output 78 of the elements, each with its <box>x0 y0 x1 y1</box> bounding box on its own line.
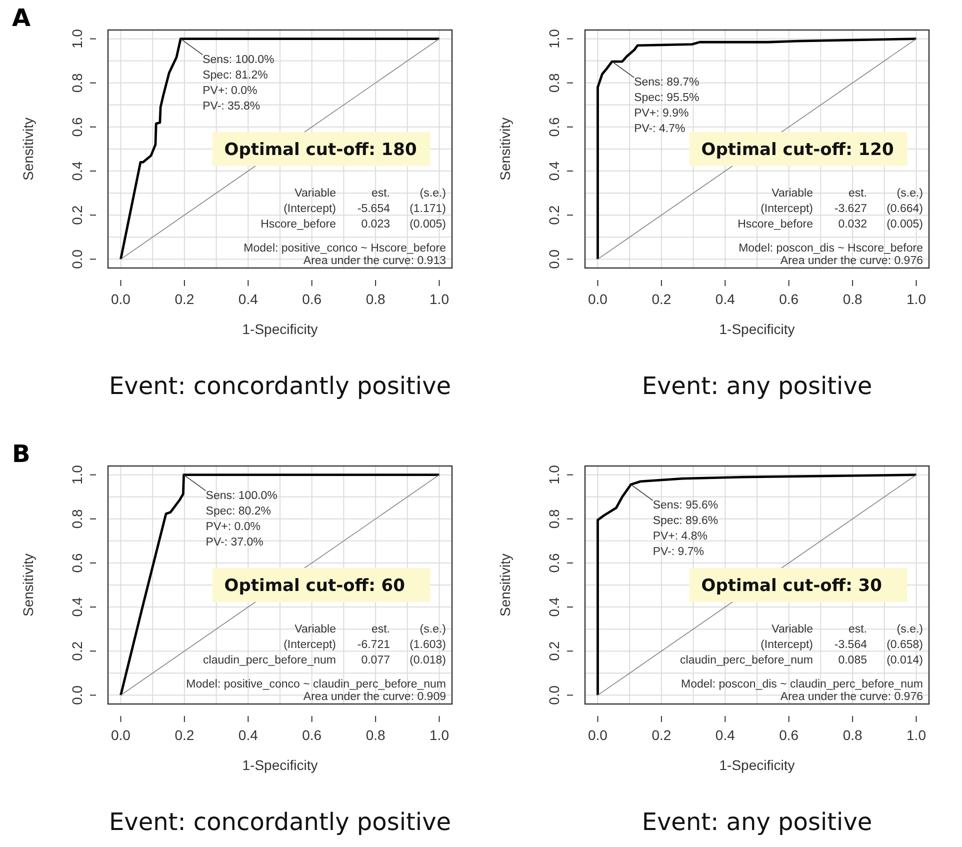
y-tick-label: 0.6 <box>69 117 85 137</box>
annotation: Optimal cut-off: 180 <box>224 140 417 160</box>
x-tick-label: 0.8 <box>366 291 386 307</box>
y-tick-label: 0.2 <box>69 205 85 225</box>
y-tick-label: 0.0 <box>546 685 562 705</box>
y-tick-label: 1.0 <box>69 28 85 49</box>
text: Event: concordantly positive <box>108 808 452 836</box>
annotation: Optimal cut-off: 120 <box>701 140 894 160</box>
x-tick-label: 0.4 <box>715 727 736 743</box>
x-axis-title: 1-Specificity <box>719 321 795 337</box>
chart-title: B <box>12 440 30 468</box>
x-tick-label: 0.6 <box>779 727 799 743</box>
x-tick-label: 0.2 <box>174 727 194 743</box>
x-tick-label: 0.2 <box>652 291 672 307</box>
y-axis-title: Sensitivity <box>20 117 36 181</box>
annotation: Model: poscon_dis ~ Hscore_before Area under the curve: 0.976 <box>738 242 923 267</box>
x-tick-label: 1.0 <box>430 727 450 743</box>
y-tick-label: 1.0 <box>69 464 85 485</box>
x-tick-label: 0.0 <box>111 727 131 743</box>
y-tick-label: 0.6 <box>546 117 562 137</box>
y-axis-title: Sensitivity <box>496 553 513 617</box>
text: Variable est. (s.e.) (Intercept) -3.627 (0.664) Hscore_before 0.032 (0.005) <box>738 188 923 231</box>
annotation: Sens: 89.7% Spec: 95.5% PV+: 9.9% PV-: 4.7% <box>634 76 700 136</box>
annotation: Model: positive_conco ~ Hscore_before Area under the curve: 0.913 <box>244 242 446 267</box>
annotation: Optimal cut-off: 30 <box>701 576 882 596</box>
y-tick-label: 0.4 <box>546 161 562 181</box>
text: Variable est. (s.e.) (Intercept) -5.654 (1.171) Hscore_before 0.023 (0.005) <box>260 188 446 231</box>
annotation: Optimal cut-off: 60 <box>224 576 406 596</box>
x-tick-label: 1.0 <box>906 727 926 743</box>
x-tick-label: 0.8 <box>842 291 862 307</box>
annotation: Sens: 100.0% Spec: 80.2% PV+: 0.0% PV-: 37.0% <box>206 490 278 548</box>
y-axis-title: Sensitivity <box>20 553 36 617</box>
y-tick-label: 1.0 <box>546 28 562 49</box>
y-tick-label: 0.6 <box>546 553 562 573</box>
x-tick-label: 1.0 <box>430 291 450 307</box>
text: Variable est. (s.e.) (Intercept) -3.564 (0.658) claudin_perc_before_num 0.085 (0.014) <box>680 624 923 667</box>
y-tick-label: 1.0 <box>546 464 562 485</box>
y-tick-label: 0.4 <box>69 597 85 617</box>
chart-title: A <box>12 4 31 32</box>
y-tick-label: 0.8 <box>69 508 85 529</box>
annotation: Sens: 100.0% Spec: 81.2% PV+: 0.0% PV-: 35.8% <box>202 54 274 112</box>
text: Event: concordantly positive <box>108 372 452 400</box>
text: Event: any positive <box>640 808 874 836</box>
text: Event: any positive <box>640 372 874 400</box>
x-tick-label: 0.6 <box>302 727 322 743</box>
text: Variable est. (s.e.) (Intercept) -6.721 (1.603) claudin_perc_before_num 0.077 (0.018) <box>203 624 446 667</box>
y-axis-title: Sensitivity <box>496 117 513 181</box>
y-tick-label: 0.8 <box>546 72 562 93</box>
y-tick-label: 0.0 <box>69 685 85 705</box>
y-tick-label: 0.2 <box>546 205 562 225</box>
annotation: Model: positive_conco ~ claudin_perc_before_num Area under the curve: 0.909 <box>186 678 446 703</box>
x-tick-label: 0.2 <box>174 291 194 307</box>
annotation: Sens: 95.6% Spec: 89.6% PV+: 4.8% PV-: 9.7% <box>652 500 718 558</box>
x-tick-label: 0.0 <box>588 727 608 743</box>
y-tick-label: 0.8 <box>546 508 562 529</box>
y-tick-label: 0.6 <box>69 553 85 573</box>
y-tick-label: 0.4 <box>69 161 85 181</box>
x-tick-label: 0.4 <box>238 291 258 307</box>
y-tick-label: 0.0 <box>69 249 85 269</box>
y-tick-label: 0.8 <box>69 72 85 93</box>
x-tick-label: 0.8 <box>842 727 862 743</box>
x-tick-label: 0.0 <box>111 291 131 307</box>
x-tick-label: 0.8 <box>366 727 386 743</box>
x-tick-label: 0.4 <box>715 291 736 307</box>
x-tick-label: 0.6 <box>302 291 322 307</box>
x-tick-label: 0.2 <box>652 727 672 743</box>
x-tick-label: 0.6 <box>779 291 799 307</box>
y-tick-label: 0.0 <box>546 249 562 269</box>
annotation: Model: poscon_dis ~ claudin_perc_before_num Area under the curve: 0.976 <box>681 678 923 703</box>
x-axis-title: 1-Specificity <box>242 321 318 337</box>
y-tick-label: 0.4 <box>546 597 562 617</box>
y-tick-label: 0.2 <box>69 641 85 661</box>
x-tick-label: 0.4 <box>238 727 258 743</box>
x-axis-title: 1-Specificity <box>719 757 795 773</box>
x-tick-label: 1.0 <box>906 291 926 307</box>
x-tick-label: 0.0 <box>588 291 608 307</box>
x-axis-title: 1-Specificity <box>242 757 318 773</box>
y-tick-label: 0.2 <box>546 641 562 661</box>
